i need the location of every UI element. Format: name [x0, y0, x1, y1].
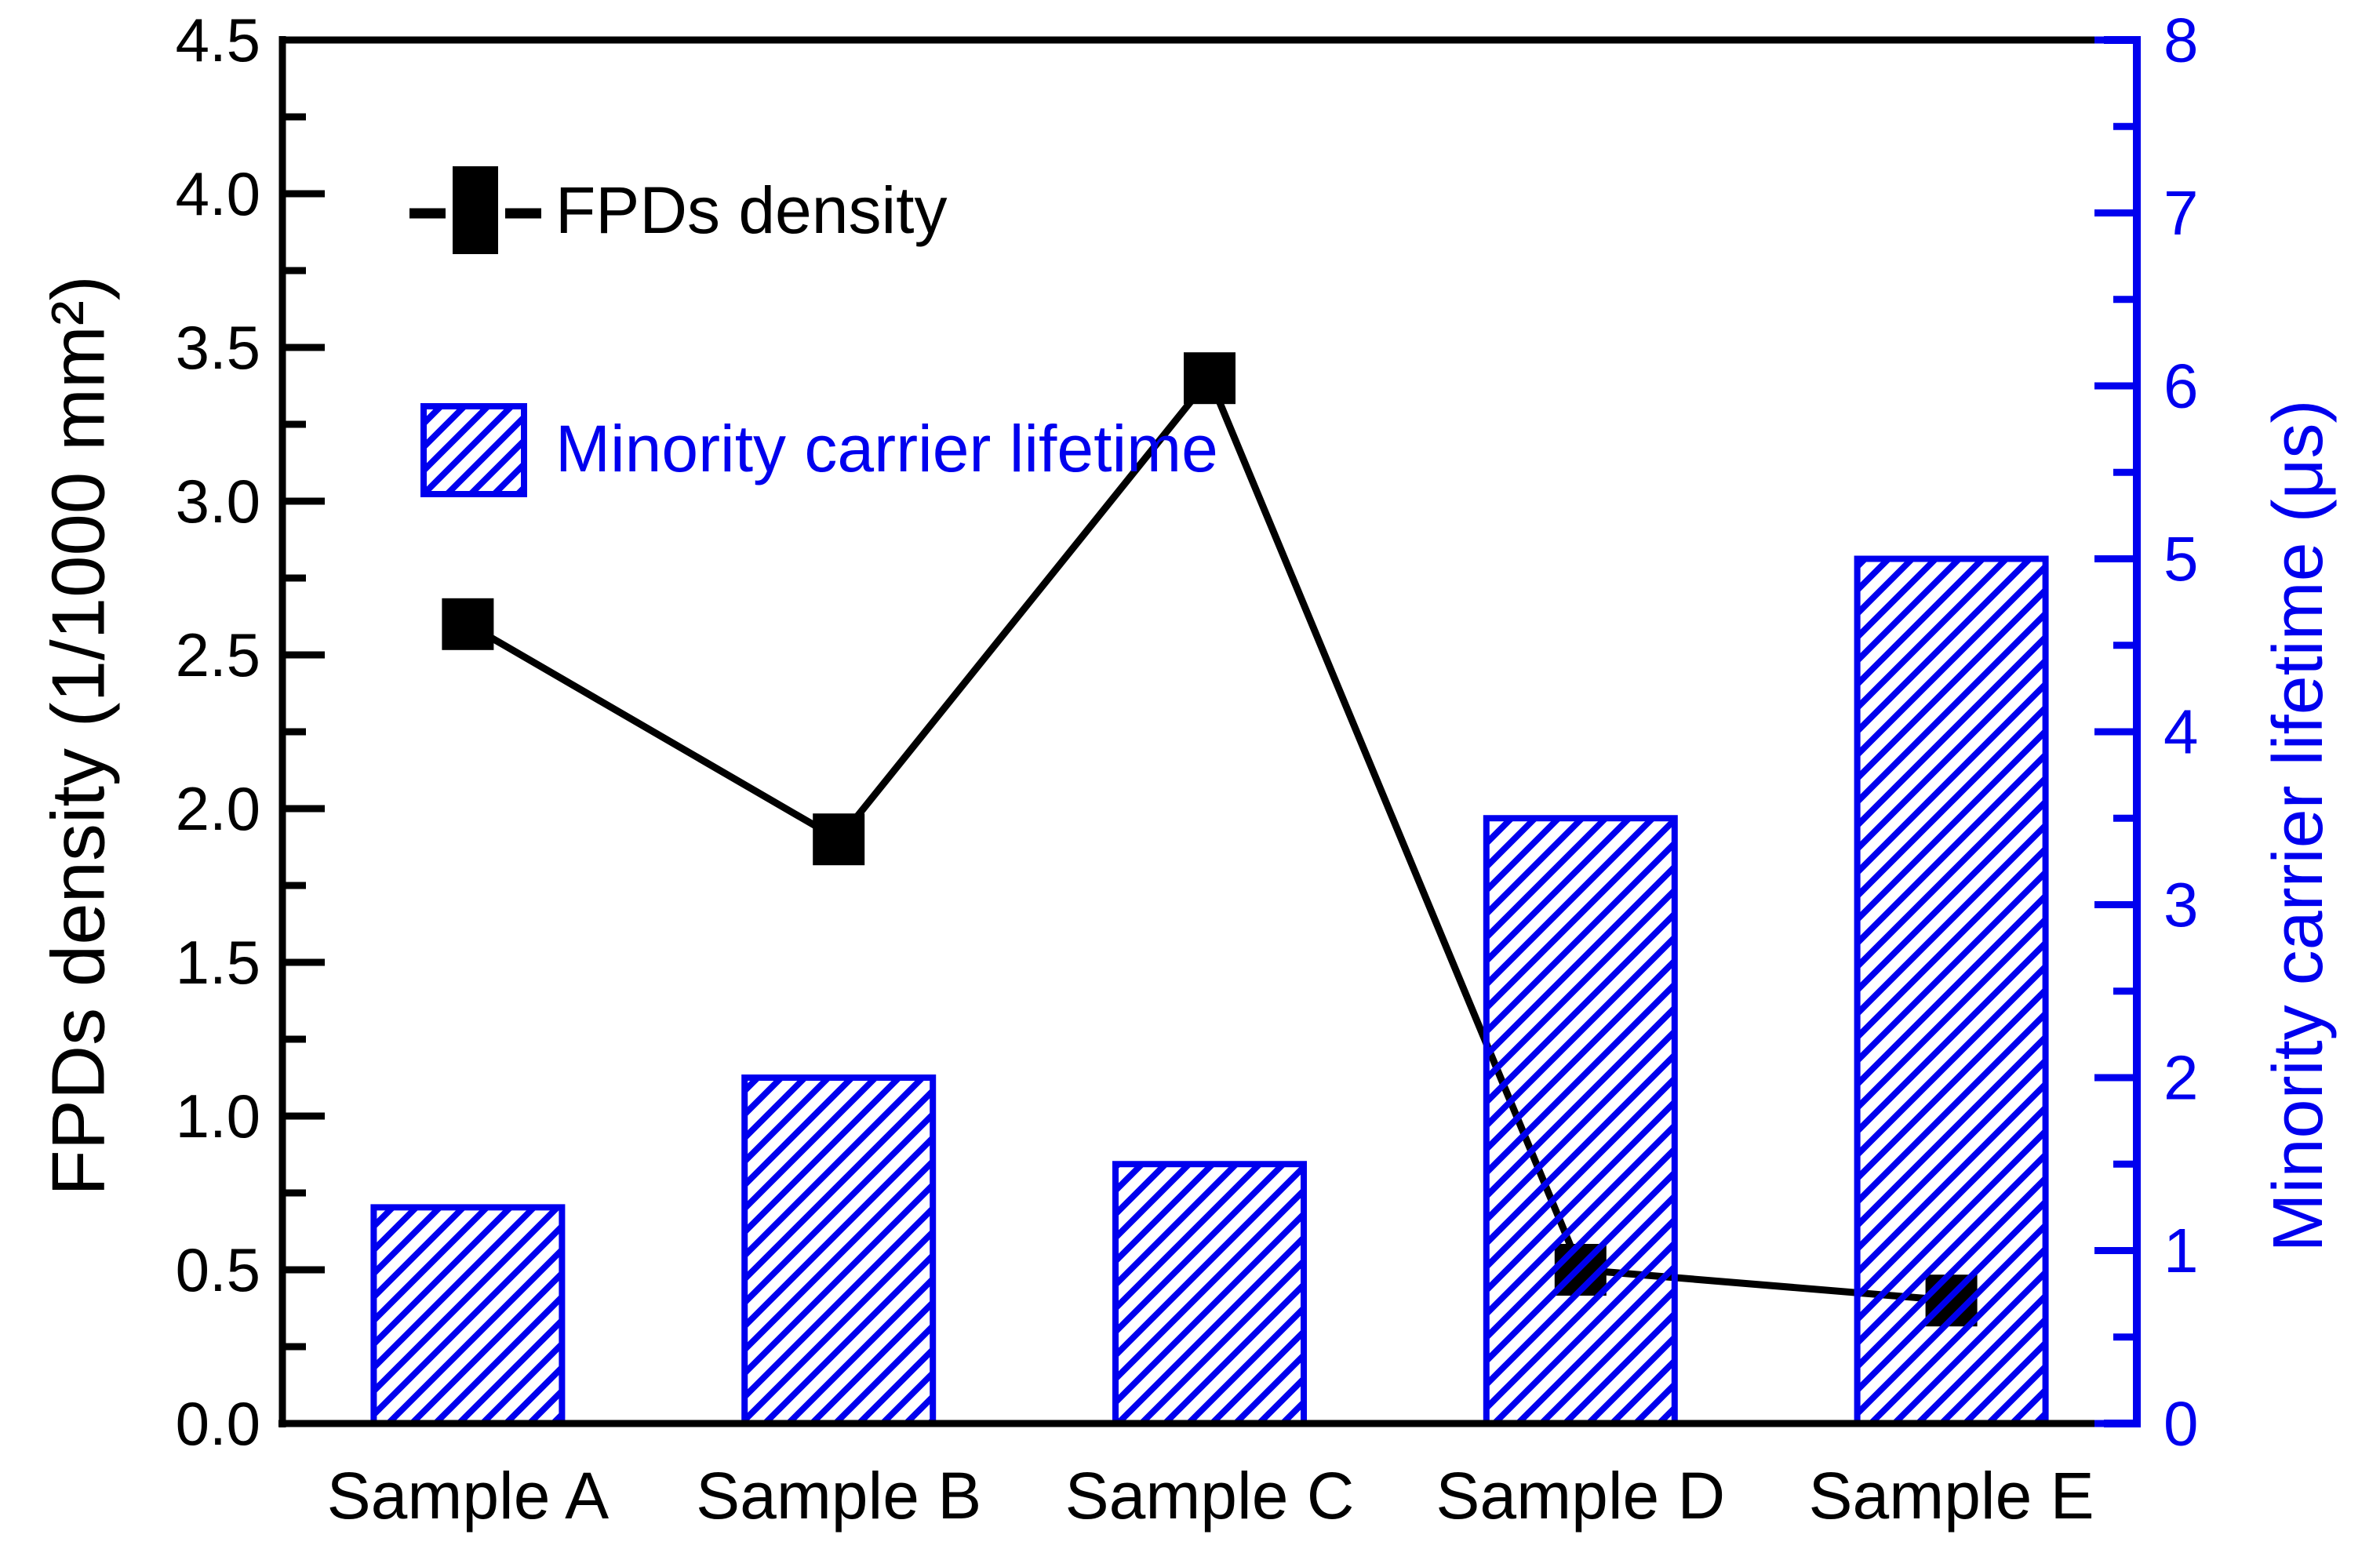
axis-labels-layer: 0.0 0.5 1.0 1.5 2.0 2.5 3.0 3.5 4.0 4.5 0 1 2 3 4 5 6 7 8 S… — [37, 5, 2338, 1533]
left-tick-label: 2.0 — [176, 774, 260, 843]
fpds-density-marker-sample-a — [442, 598, 494, 650]
lifetime-bar-sample-c — [1112, 1161, 1307, 1427]
legend: FPDs density Minority carrier lifetime — [409, 166, 1218, 497]
right-axis-title: Minority carrier lifetime (μs) — [2259, 400, 2338, 1253]
left-tick-label: 0.5 — [176, 1235, 260, 1304]
right-tick-label: 0 — [2163, 1389, 2199, 1459]
lifetime-bar-sample-e — [1854, 555, 2049, 1427]
right-tick-label: 7 — [2163, 178, 2199, 248]
fpds-density-marker-sample-c — [1184, 352, 1235, 405]
left-tick-label: 3.0 — [176, 467, 260, 536]
right-tick-label: 1 — [2163, 1216, 2199, 1285]
x-category-label: Sample A — [327, 1459, 610, 1533]
left-tick-label: 2.5 — [176, 620, 260, 689]
right-tick-label: 3 — [2163, 870, 2199, 940]
legend-hatched-box — [420, 403, 527, 497]
x-category-label: Sample D — [1436, 1459, 1725, 1533]
right-tick-label: 6 — [2163, 351, 2199, 421]
lifetime-bar-sample-b — [741, 1074, 937, 1427]
x-category-label: Sample B — [696, 1459, 981, 1533]
right-tick-label: 2 — [2163, 1043, 2199, 1113]
lifetime-bar-sample-a — [370, 1204, 566, 1427]
legend-square-marker — [453, 166, 498, 254]
left-tick-label: 1.0 — [176, 1082, 260, 1151]
x-category-label: Sample E — [1809, 1459, 2094, 1533]
left-axis-title: FPDs density (1/1000 mm²) — [37, 275, 121, 1196]
x-category-label: Sample C — [1065, 1459, 1355, 1533]
legend-label-fpds-density: FPDs density — [555, 173, 948, 247]
fpds-density-marker-sample-b — [813, 813, 865, 866]
right-tick-label: 5 — [2163, 524, 2199, 594]
lifetime-bar-sample-d — [1483, 815, 1678, 1427]
left-tick-label: 1.5 — [176, 928, 260, 997]
legend-label-minority-carrier-lifetime: Minority carrier lifetime — [555, 412, 1218, 485]
left-tick-label: 4.0 — [176, 159, 260, 228]
axes-layer — [278, 36, 2141, 1427]
left-tick-label: 4.5 — [176, 5, 260, 75]
right-tick-label: 8 — [2163, 5, 2199, 75]
right-tick-label: 4 — [2163, 697, 2199, 767]
left-tick-label: 3.5 — [176, 313, 260, 382]
bar-series-layer — [370, 555, 2049, 1427]
left-tick-label: 0.0 — [176, 1389, 260, 1458]
